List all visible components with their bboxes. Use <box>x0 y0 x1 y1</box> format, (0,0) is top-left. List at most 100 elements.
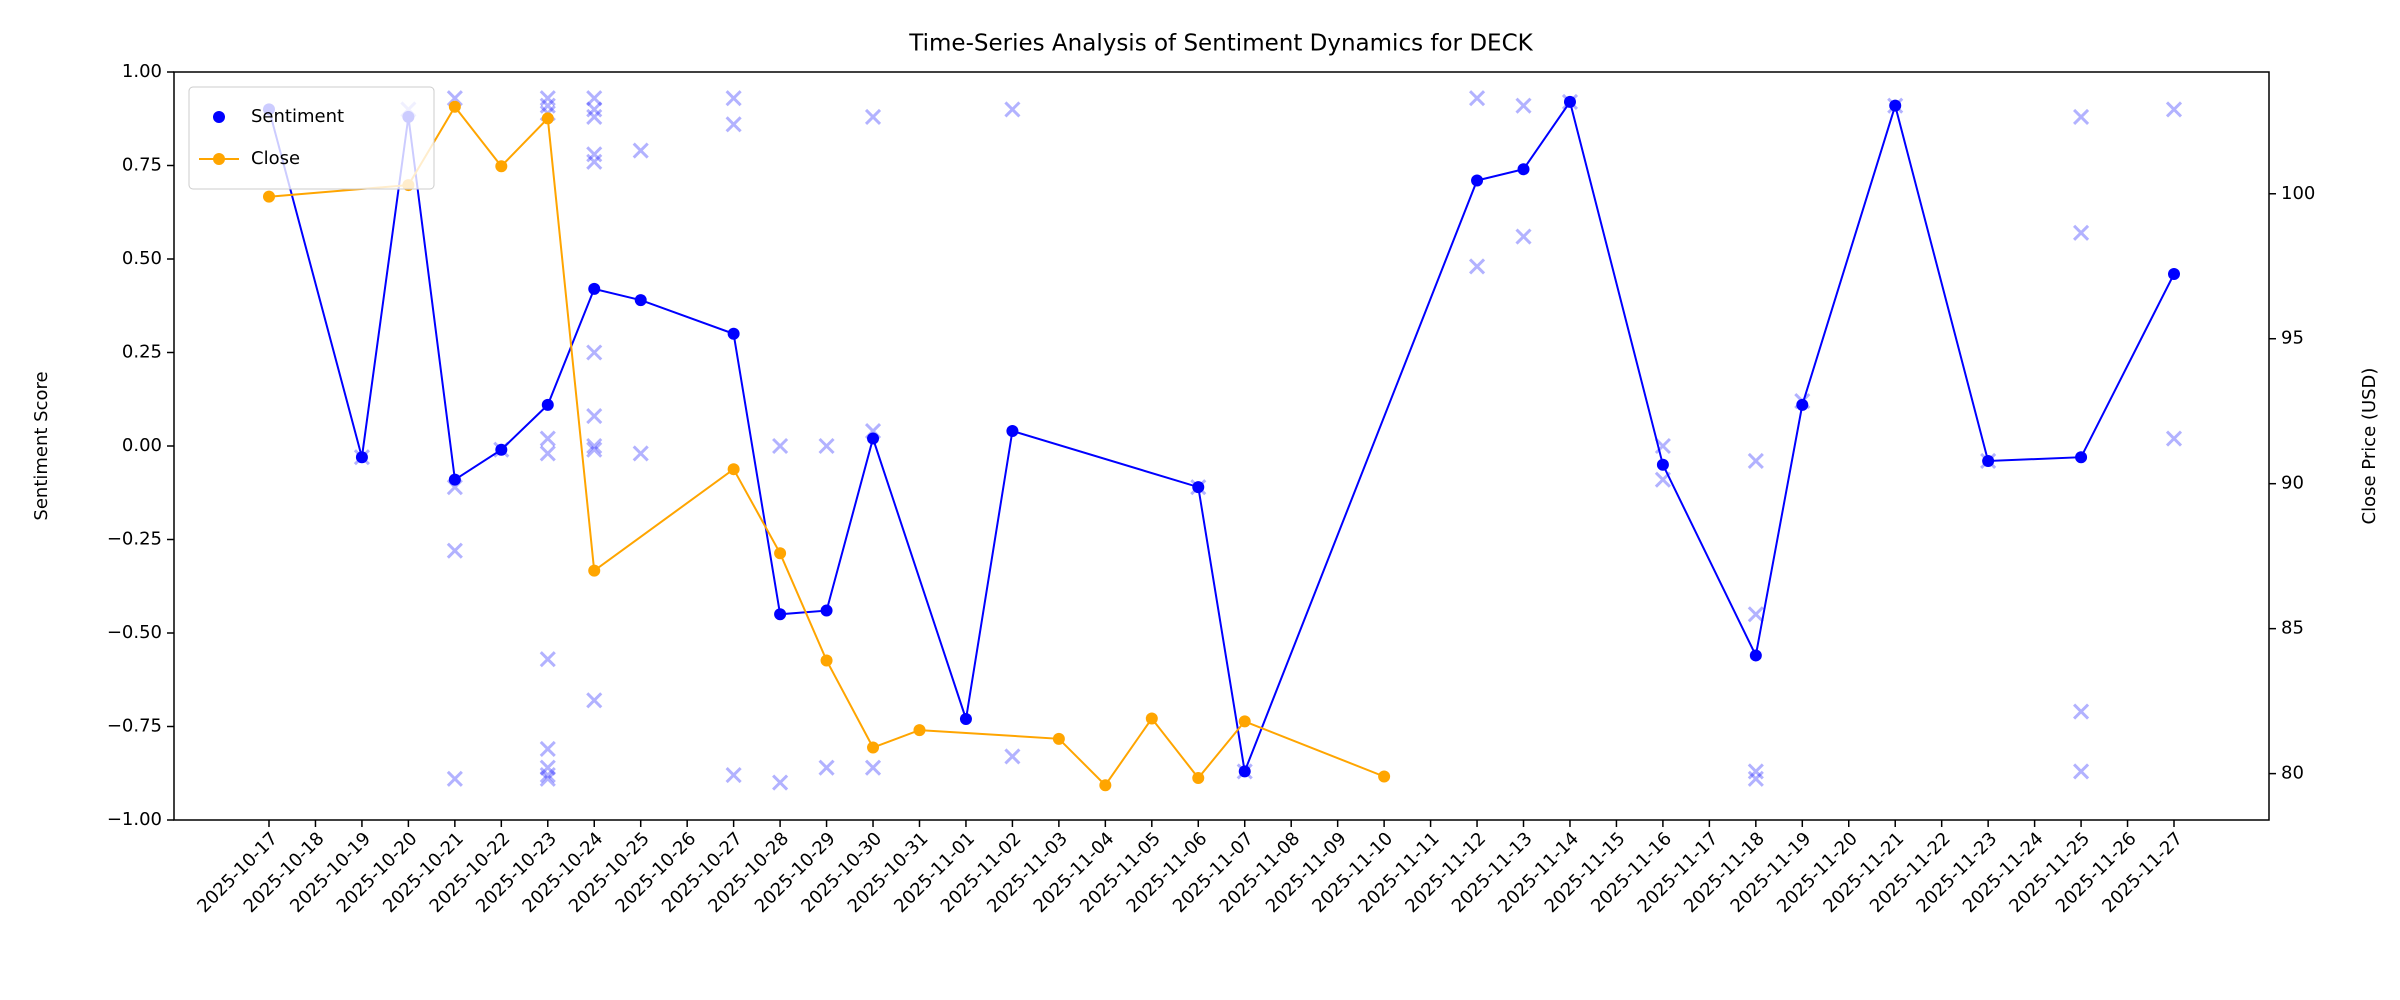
sentiment-point <box>446 90 463 107</box>
legend-marker <box>213 153 225 165</box>
series-marker <box>1192 481 1205 494</box>
y-axis-label: Sentiment Score <box>31 371 52 520</box>
sentiment-point <box>586 108 603 125</box>
series-marker <box>774 547 787 560</box>
sentiment-point <box>1468 258 1486 275</box>
sentiment-point <box>539 651 556 668</box>
sentiment-point <box>772 774 789 791</box>
sentiment-point <box>1747 606 1764 623</box>
sentiment-point <box>586 441 603 458</box>
sentiment-point <box>539 759 556 776</box>
sentiment-point <box>539 770 556 787</box>
series-marker <box>495 160 508 173</box>
sentiment-point <box>446 542 463 559</box>
series-marker <box>1889 99 1902 112</box>
sentiment-point <box>772 437 789 455</box>
series-marker <box>1052 732 1065 745</box>
series-marker <box>1749 649 1762 662</box>
series-marker <box>959 713 972 726</box>
sentiment-point <box>1004 101 1021 118</box>
sentiment-point <box>586 344 603 361</box>
series-marker <box>727 463 740 476</box>
sentiment-point <box>1654 437 1671 455</box>
sentiment-point <box>586 437 603 455</box>
series-marker <box>867 432 880 445</box>
series-line <box>268 99 2175 776</box>
sentiment-point <box>2073 108 2090 125</box>
sentiment-point <box>2165 101 2183 118</box>
sentiment-point <box>2165 430 2183 447</box>
series-marker <box>1192 771 1205 784</box>
series-marker <box>541 398 554 411</box>
y-tick-label: −0.50 <box>107 622 162 643</box>
sentiment-point <box>2073 763 2090 780</box>
series-marker <box>588 282 601 295</box>
legend-label: Close <box>251 148 300 169</box>
sentiment-point <box>864 108 882 125</box>
series-marker <box>1796 398 1809 411</box>
series-marker <box>2168 267 2180 280</box>
series-marker <box>355 451 368 464</box>
series-marker <box>1563 95 1576 108</box>
series-marker <box>727 327 740 340</box>
sentiment-point <box>539 90 556 107</box>
legend-label: Sentiment <box>251 106 344 127</box>
sentiment-point <box>446 770 463 787</box>
sentiment-point <box>539 767 556 784</box>
series-marker <box>448 473 461 486</box>
sentiment-point <box>725 90 742 107</box>
y-tick-label: 0.00 <box>122 435 162 456</box>
sentiment-point <box>1747 770 1764 787</box>
y-tick-label: 0.75 <box>122 155 162 176</box>
series-marker <box>1471 174 1484 187</box>
sentiment-point <box>539 97 556 114</box>
series-marker <box>448 100 461 113</box>
series-marker <box>1238 765 1251 778</box>
sentiment-point <box>2073 703 2090 720</box>
sentiment-point <box>1004 748 1021 765</box>
y-tick-label: −1.00 <box>107 809 162 830</box>
sentiment-point <box>539 740 556 758</box>
sentiment-point <box>586 146 603 163</box>
chart-title: Time-Series Analysis of Sentiment Dynami… <box>908 31 1533 57</box>
y2-tick-label: 80 <box>2281 763 2304 784</box>
series-marker <box>774 608 787 621</box>
y2-axis-label: Close Price (USD) <box>2359 368 2380 525</box>
y-tick-label: −0.25 <box>107 529 162 550</box>
y-tick-label: 0.25 <box>122 342 162 363</box>
sentiment-point <box>1515 228 1532 245</box>
series-marker <box>263 190 275 203</box>
sentiment-point <box>632 142 649 159</box>
sentiment-point <box>586 692 603 709</box>
y-tick-label: 0.50 <box>122 248 162 269</box>
sentiment-point <box>1747 452 1764 470</box>
sentiment-point <box>864 759 882 776</box>
sentiment-point <box>725 116 742 133</box>
series-marker <box>634 294 647 307</box>
series-marker <box>1517 163 1530 176</box>
series-marker <box>820 654 833 667</box>
series-marker <box>588 564 601 577</box>
series-marker <box>1378 770 1391 783</box>
y-tick-label: −0.75 <box>107 716 162 737</box>
series-marker <box>1099 779 1112 792</box>
y2-tick-label: 90 <box>2281 473 2304 494</box>
sentiment-point <box>2073 224 2090 241</box>
sentiment-point <box>818 759 835 776</box>
series-marker <box>541 112 554 125</box>
series-marker <box>1006 425 1019 438</box>
sentiment-point <box>1515 97 1532 114</box>
sentiment-point <box>586 408 603 425</box>
sentiment-point <box>586 101 603 118</box>
series-marker <box>867 741 880 754</box>
series-marker <box>495 443 508 456</box>
series-marker <box>1656 458 1669 471</box>
sentiment-point <box>586 153 603 170</box>
y2-tick-label: 85 <box>2281 618 2304 639</box>
legend-box <box>188 86 435 190</box>
series-marker <box>1238 715 1251 728</box>
series-marker <box>1145 712 1158 725</box>
sentiment-point <box>632 445 649 462</box>
sentiment-point <box>586 90 603 107</box>
